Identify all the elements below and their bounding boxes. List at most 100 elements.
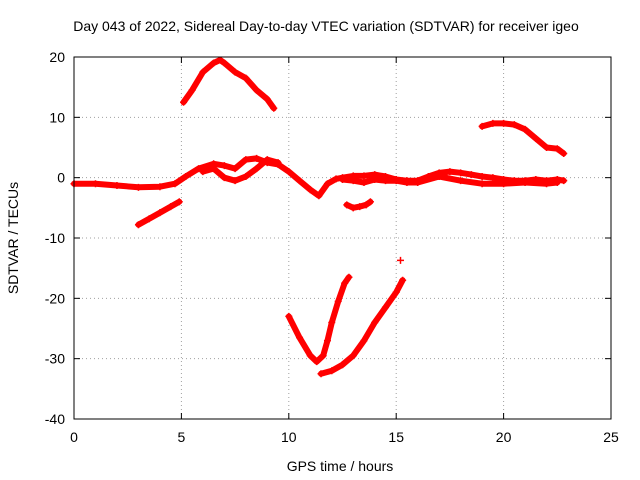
data-point — [435, 172, 443, 180]
x-tick-label: 5 — [178, 429, 186, 445]
data-point — [371, 175, 379, 183]
data-point — [381, 177, 389, 185]
data-point — [457, 169, 465, 177]
data-point — [553, 145, 561, 153]
y-axis-label: SDTVAR / TECUs — [5, 182, 21, 294]
data-point — [220, 162, 228, 170]
data-point — [231, 68, 239, 76]
data-point — [195, 165, 203, 173]
data-point — [478, 180, 486, 188]
y-tick-label: 10 — [49, 109, 65, 125]
y-tick-label: 0 — [57, 170, 65, 186]
data-point — [182, 172, 190, 180]
data-point — [349, 352, 357, 360]
data-point — [360, 172, 368, 180]
data-point — [156, 183, 164, 191]
data-point — [263, 156, 271, 164]
data-point — [306, 186, 314, 194]
data-point — [270, 104, 278, 112]
data-point — [210, 59, 218, 67]
series-recovery — [317, 276, 407, 378]
data-point — [91, 180, 99, 188]
series-trace — [180, 57, 277, 112]
data-point — [216, 56, 224, 64]
data-point — [339, 361, 346, 369]
data-point — [231, 177, 239, 185]
data-point — [315, 192, 323, 200]
data-point — [253, 165, 261, 173]
data-point — [296, 177, 304, 185]
data-point — [220, 174, 228, 182]
data-point — [242, 74, 250, 82]
data-point — [319, 352, 327, 360]
data-point — [317, 370, 325, 378]
data-point — [500, 180, 508, 188]
x-tick-label: 25 — [603, 429, 619, 445]
y-tick-label: -20 — [45, 290, 65, 306]
data-point — [296, 334, 304, 342]
series-layer — [70, 56, 568, 378]
data-point — [253, 154, 261, 162]
data-point — [188, 86, 196, 94]
data-point — [362, 201, 370, 209]
data-point — [313, 358, 321, 366]
series-band-lower-edge — [339, 172, 561, 188]
data-point — [156, 209, 164, 217]
x-tick-label: 15 — [388, 429, 404, 445]
data-point — [553, 178, 561, 186]
data-point — [167, 203, 175, 211]
data-point — [543, 144, 551, 151]
x-axis-label: GPS time / hours — [287, 458, 394, 474]
data-point — [500, 119, 508, 127]
data-point — [399, 276, 407, 284]
data-point — [478, 172, 486, 180]
series-arc-evening — [478, 119, 568, 158]
data-point — [381, 303, 389, 311]
data-point — [332, 175, 340, 183]
data-point — [392, 177, 400, 185]
data-point — [285, 168, 293, 176]
data-point — [242, 172, 250, 180]
data-point — [274, 159, 282, 167]
data-point — [285, 312, 293, 320]
data-point — [510, 121, 518, 129]
x-tick-label: 0 — [70, 429, 78, 445]
data-point — [371, 318, 379, 326]
data-point — [349, 177, 357, 185]
data-point — [392, 288, 400, 296]
data-point — [489, 174, 497, 182]
y-tick-label: -40 — [45, 411, 65, 427]
data-point — [306, 352, 314, 360]
data-point — [532, 134, 540, 142]
data-point — [345, 273, 353, 281]
data-point — [175, 198, 183, 206]
data-point — [210, 165, 218, 173]
y-axis: -40 -30 -20 -10 0 10 20 — [45, 49, 611, 427]
x-tick-label: 20 — [496, 429, 512, 445]
data-point — [328, 318, 336, 326]
data-point — [263, 95, 271, 103]
data-point — [403, 178, 411, 186]
chart-title: Day 043 of 2022, Sidereal Day-to-day VTE… — [73, 18, 579, 34]
series-trace — [285, 274, 352, 365]
series-main-band — [70, 154, 568, 200]
data-point — [134, 221, 142, 229]
y-tick-label: -10 — [45, 230, 65, 246]
data-point — [396, 256, 404, 264]
data-point — [349, 204, 357, 212]
series-arc-morning — [180, 56, 278, 112]
data-point — [467, 171, 475, 179]
data-point — [180, 98, 188, 106]
x-axis: 0 5 10 15 20 25 — [70, 57, 619, 445]
data-point — [113, 182, 121, 190]
data-point — [323, 337, 331, 345]
data-point — [356, 203, 364, 211]
data-point — [543, 180, 551, 188]
data-point — [242, 156, 250, 164]
data-point — [134, 183, 142, 191]
y-tick-label: -30 — [45, 351, 65, 367]
data-point — [323, 180, 331, 188]
y-tick-label: 20 — [49, 49, 65, 65]
data-point — [489, 119, 497, 127]
data-point — [334, 297, 342, 305]
